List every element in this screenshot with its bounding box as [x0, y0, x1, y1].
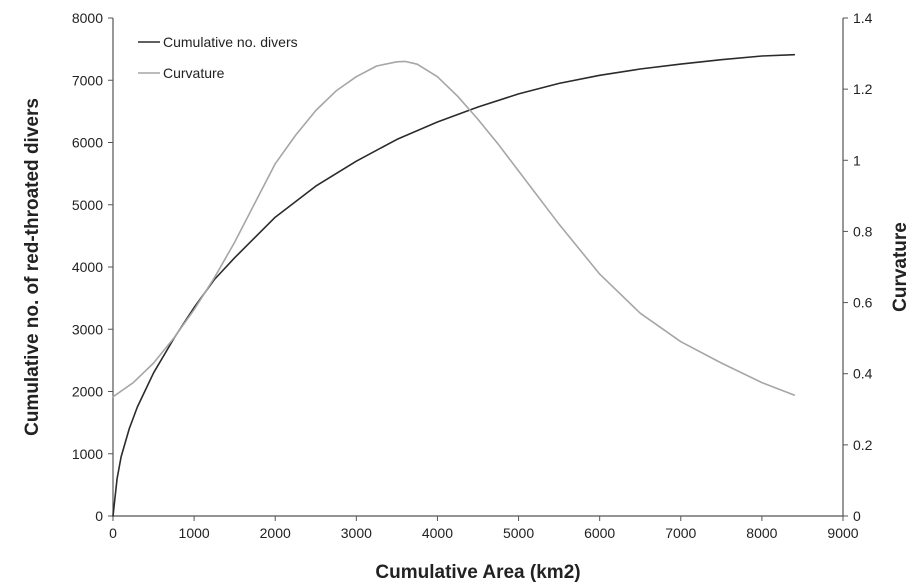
- y-tick-label: 1000: [72, 446, 103, 462]
- x-tick-label: 1000: [179, 525, 210, 541]
- x-tick-label: 0: [109, 525, 117, 541]
- y2-ticks: 0 0.2 0.4 0.6 0.8 1 1.2 1.4: [843, 10, 873, 524]
- series-line-cumulative-no-divers: [112, 53, 796, 517]
- y-tick-label: 8000: [72, 10, 103, 26]
- y2-tick-label: 0.4: [853, 366, 873, 382]
- y2-tick-label: 1.2: [853, 81, 873, 97]
- x-tick-label: 6000: [584, 525, 615, 541]
- y2-tick-label: 0.2: [853, 437, 873, 453]
- y2-tick-label: 0.6: [853, 295, 873, 311]
- legend-label-curvature: Curvature: [163, 65, 225, 81]
- y2-tick-label: 1.4: [853, 10, 873, 26]
- y2-tick-label: 0: [853, 508, 861, 524]
- legend: Cumulative no. divers Curvature: [138, 34, 298, 81]
- x-tick-label: 5000: [503, 525, 534, 541]
- y-tick-label: 0: [95, 508, 103, 524]
- x-tick-label: 8000: [746, 525, 777, 541]
- y2-tick-label: 1: [853, 152, 861, 168]
- y-tick-label: 2000: [72, 384, 103, 400]
- series-layer: [112, 53, 796, 517]
- y2-tick-label: 0.8: [853, 223, 873, 239]
- y-ticks: 0 1000 2000 3000 4000 5000 6000 7000 8000: [72, 10, 113, 524]
- plot-frame: [112, 18, 844, 517]
- y-tick-label: 6000: [72, 135, 103, 151]
- legend-label-cumulative-no-divers: Cumulative no. divers: [163, 34, 298, 50]
- x-axis-title: Cumulative Area (km2): [375, 562, 580, 583]
- y-axis-title: Cumulative no. of red-throated divers: [22, 98, 43, 436]
- x-ticks: 0 1000 2000 3000 4000 5000 6000 7000 8000 9000: [109, 516, 859, 541]
- y2-axis-title: Curvature: [890, 222, 911, 312]
- series-line-curvature: [112, 60, 796, 398]
- y-tick-label: 4000: [72, 259, 103, 275]
- x-tick-label: 4000: [422, 525, 453, 541]
- y-tick-label: 3000: [72, 321, 103, 337]
- y-tick-label: 7000: [72, 72, 103, 88]
- x-tick-label: 9000: [827, 525, 858, 541]
- x-tick-label: 7000: [665, 525, 696, 541]
- x-tick-label: 2000: [260, 525, 291, 541]
- x-tick-label: 3000: [341, 525, 372, 541]
- y-tick-label: 5000: [72, 197, 103, 213]
